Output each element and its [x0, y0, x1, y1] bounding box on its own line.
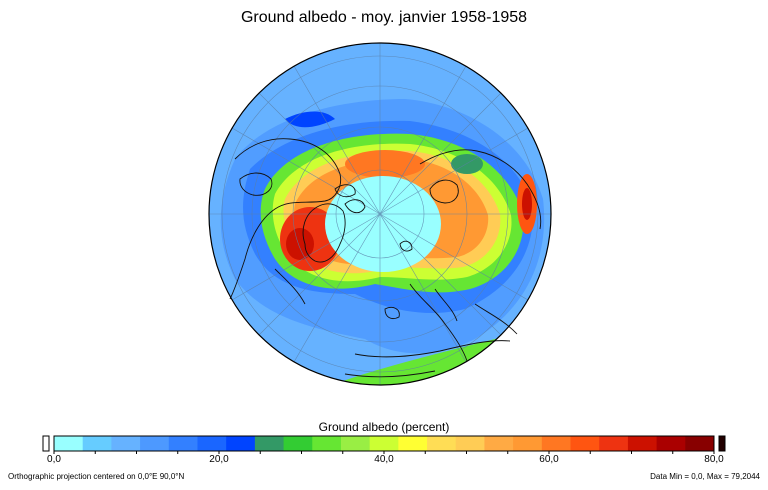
colorbar: 0,0 20,0 40,0 60,0 80,0 — [42, 435, 726, 465]
colorbar-swatch — [656, 436, 686, 451]
colorbar-swatch — [54, 436, 84, 451]
graticule — [209, 43, 551, 385]
colorbar-swatch — [283, 436, 313, 451]
colorbar-ticks: 0,0 20,0 40,0 60,0 80,0 — [47, 451, 724, 465]
albedo-field — [220, 99, 545, 385]
colorbar-swatch — [340, 436, 371, 451]
colorbar-swatch — [197, 436, 227, 451]
colorbar-tick-label: 40,0 — [374, 454, 394, 465]
colorbar-swatch — [541, 436, 572, 451]
albedo-map — [208, 42, 552, 386]
colorbar-over-swatch — [718, 435, 726, 452]
colorbar-tick-label: 20,0 — [209, 454, 229, 465]
colorbar-swatch — [312, 436, 342, 451]
colorbar-swatch — [570, 436, 600, 451]
colorbar-swatch — [513, 436, 543, 451]
colorbar-swatch — [111, 436, 141, 451]
colorbar-swatch — [627, 436, 658, 451]
colorbar-label: Ground albedo (percent) — [318, 420, 450, 434]
colorbar-swatch — [226, 436, 256, 451]
projection-note: Orthographic projection centered on 0,0°… — [8, 472, 185, 481]
colorbar-swatch — [168, 436, 198, 451]
colorbar-swatch — [254, 436, 285, 451]
colorbar-swatches — [42, 435, 726, 452]
colorbar-swatch — [427, 436, 457, 451]
colorbar-swatch — [140, 436, 170, 451]
colorbar-swatch — [599, 436, 629, 451]
colorbar-tick-label: 60,0 — [539, 454, 559, 465]
data-range-note: Data Min = 0,0, Max = 79,2044 — [650, 472, 760, 481]
colorbar-swatch — [484, 436, 514, 451]
colorbar-swatch — [398, 436, 428, 451]
colorbar-swatch — [455, 436, 485, 451]
colorbar-tick-label: 80,0 — [704, 454, 724, 465]
colorbar-swatch — [685, 436, 715, 451]
map-title: Ground albedo - moy. janvier 1958-1958 — [240, 9, 528, 26]
colorbar-under-swatch — [42, 435, 50, 452]
colorbar-swatch — [82, 436, 112, 451]
coastlines — [229, 138, 542, 378]
globe-outline — [208, 42, 552, 386]
colorbar-tick-label: 0,0 — [47, 454, 61, 465]
colorbar-swatch — [369, 436, 399, 451]
